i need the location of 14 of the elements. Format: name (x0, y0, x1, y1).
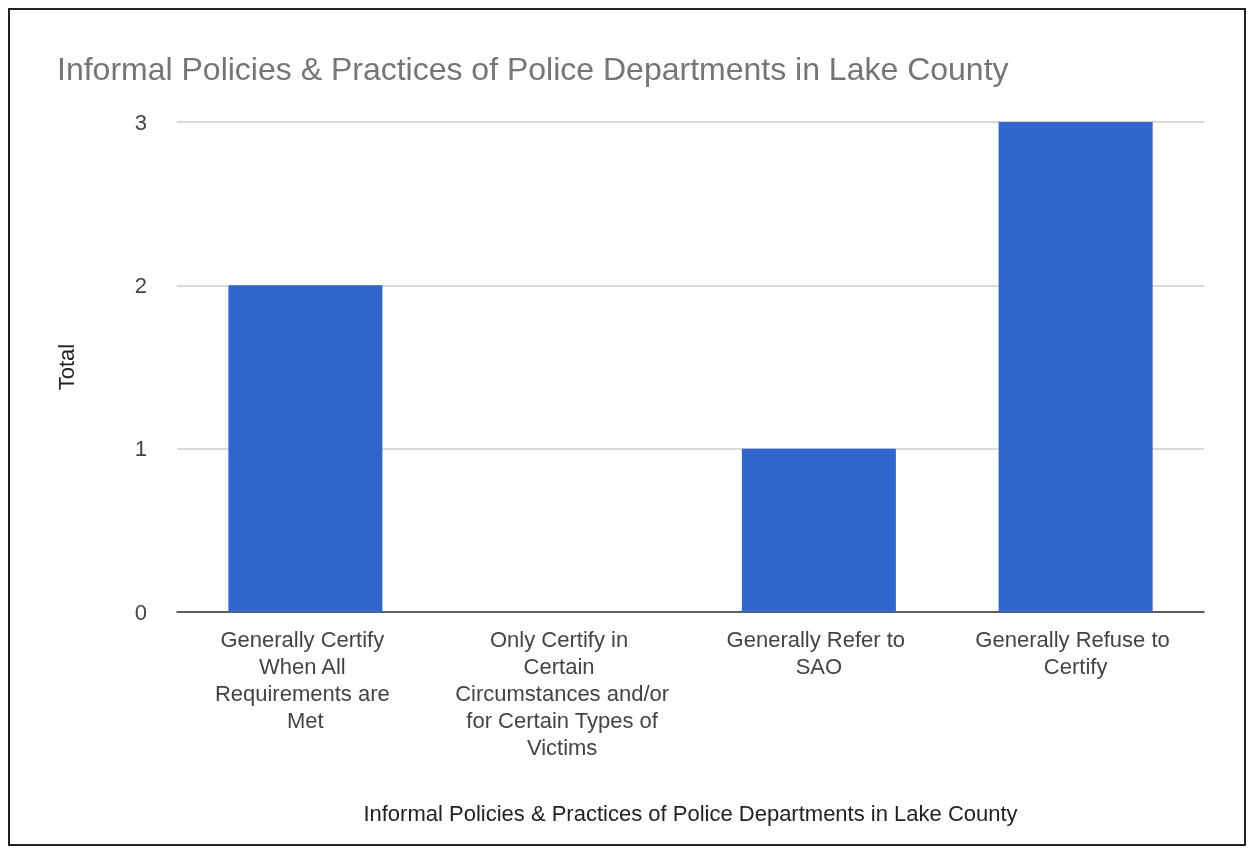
bar (228, 285, 383, 612)
x-tick-label: Generally Refuse to Certify (975, 627, 1176, 679)
y-tick-label: 1 (134, 436, 147, 462)
chart-title: Informal Policies & Practices of Police Departments in Lake County (57, 51, 1009, 87)
y-tick-label: 2 (134, 272, 147, 298)
x-tick-label: Generally Certify When All Requirements are Met (214, 627, 396, 733)
bar (998, 122, 1153, 612)
x-tick-label: Only Certify in Certain Circumstances and/or for Certain Types of Victims (455, 627, 670, 760)
bar (741, 448, 896, 612)
y-tick-label: 0 (134, 599, 147, 625)
x-axis-title: Informal Policies & Practices of Police Departments in Lake County (363, 800, 1018, 826)
y-tick-label: 3 (134, 109, 147, 135)
y-axis-title: Total (53, 343, 79, 391)
x-tick-label: Generally Refer to SAO (726, 627, 912, 679)
